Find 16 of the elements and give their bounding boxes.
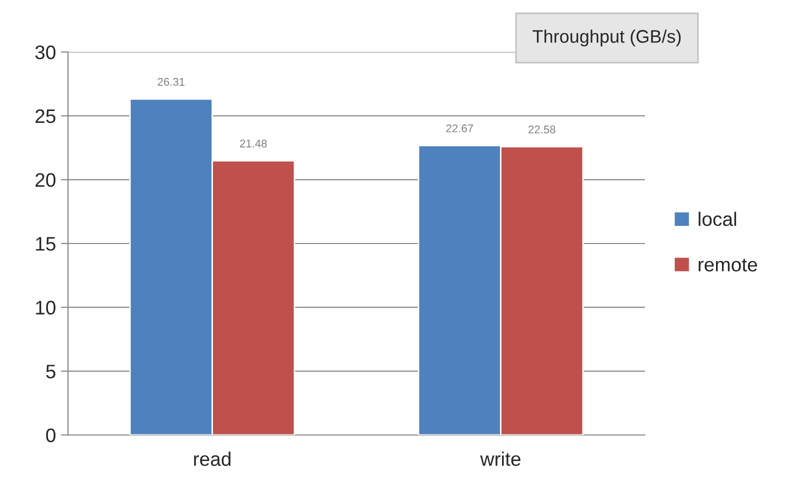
chart-title: Throughput (GB/s) (532, 30, 681, 46)
y-tick-label: 10 (36, 300, 56, 315)
y-tick-label: 5 (46, 364, 56, 378)
data-label: 21.48 (240, 140, 267, 148)
data-label: 26.31 (158, 78, 184, 86)
data-label: 22.58 (528, 126, 556, 134)
x-tick-label: write (480, 452, 520, 466)
y-tick-label: 25 (36, 109, 56, 124)
y-tick-label: 30 (35, 45, 56, 60)
x-tick-label: read (194, 452, 230, 466)
data-label: 22.67 (446, 124, 473, 132)
legend-label: local (698, 212, 736, 226)
y-tick-label: 15 (36, 237, 56, 251)
y-tick-label: 0 (46, 428, 56, 442)
legend-label: remote (698, 258, 758, 272)
y-tick-label: 20 (36, 173, 56, 187)
